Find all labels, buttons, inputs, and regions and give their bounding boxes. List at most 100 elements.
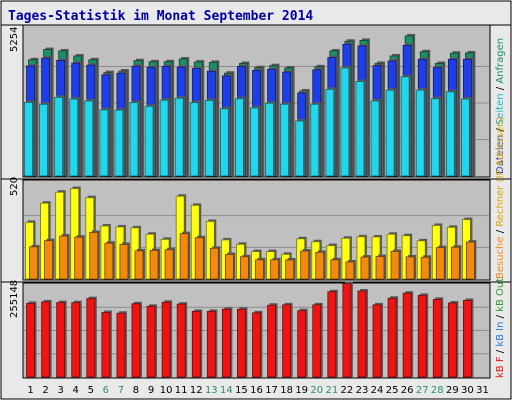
seiten-bar-face [265,102,274,177]
besuche-bar [194,235,206,280]
legend-kb-f: kB F [495,356,506,378]
seiten-bar [204,98,216,177]
besuche-bar-face [104,242,114,280]
day-label: 8 [133,385,139,396]
seiten-bar [174,96,186,177]
kb-bar-face [146,305,156,378]
besuche-bar [345,260,356,280]
day-label: 11 [175,385,188,396]
kb-bar [86,296,97,378]
kb-bar [357,288,368,378]
legend-besuche: Besuche [495,236,506,279]
kb-bar-face [447,302,457,378]
seiten-bar [54,95,65,177]
besuche-bar [330,257,341,280]
seiten-bar-face [280,103,290,177]
besuche-bar-face [149,250,159,280]
seiten-bar [370,98,382,177]
day-label: 4 [73,385,79,396]
day-label: 1 [27,385,33,396]
day-label: 13 [205,385,218,396]
kb-bar [267,303,278,378]
day-label: 19 [295,385,308,396]
seiten-bar-face [24,101,33,177]
seiten-bar-face [189,102,199,177]
seiten-bar [385,88,397,177]
seiten-bar [355,79,366,177]
kb-bar-face [101,312,111,378]
seiten-bar [445,89,457,177]
kb-bar [116,311,127,378]
seiten-bar [24,100,35,177]
hits-files-pages-panel: 5254 Dateien / Seiten / Anfragen [1,24,511,178]
seiten-bar [189,100,201,177]
kb-bar-face [71,302,81,378]
besuche-bar-face [360,256,370,280]
kb-bar [206,309,218,378]
besuche-bar [59,234,70,280]
seiten-bar [84,98,95,177]
seiten-bar-face [204,100,214,177]
kb-bar [432,297,444,378]
seiten-bar [39,102,50,177]
kb-bar [387,296,399,378]
besuche-bar [104,241,115,280]
day-label: 16 [250,385,263,396]
kb-bar [161,300,173,378]
kb-bar [327,289,338,378]
besuche-bar [450,245,462,280]
seiten-bar-face [99,109,109,177]
besuche-bar-face [44,240,53,280]
besuche-bar-face [240,256,249,280]
besuche-bar-face [420,256,430,280]
besuche-bar-face [194,237,204,280]
besuche-bar [119,242,130,280]
kb-bar [41,299,52,378]
day-label: 2 [42,385,48,396]
besuche-bar-face [59,235,69,280]
legend-separator: / [495,312,506,322]
kb-bar [221,307,233,378]
kb-bar-face [417,294,427,378]
seiten-bar-face [445,91,455,177]
besuche-bar-face [390,251,400,280]
besuche-bar [74,235,85,280]
seiten-bar [129,100,140,177]
kb-bar-face [282,304,292,378]
kb-bar-face [297,310,307,378]
kb-bar [252,310,263,378]
legend-separator: / [495,347,506,357]
day-label: 18 [280,385,293,396]
besuche-bar-face [270,259,279,280]
hits-axis-max-label: 5254 [9,27,20,52]
seiten-bar [430,96,442,177]
besuche-bar [360,255,371,280]
seiten-bar-face [69,98,79,177]
seiten-bar-face [370,100,380,177]
day-label: 30 [461,385,474,396]
besuche-bar-face [450,246,460,280]
day-label: 24 [371,385,384,396]
besuche-bar [405,254,417,280]
seiten-bar [280,102,291,177]
seiten-bar-face [340,67,350,177]
kb-bar-face [161,301,171,378]
besuche-bar [300,249,311,280]
seiten-bar-face [250,107,259,177]
kb-bar-face [41,301,50,378]
seiten-bar [325,87,336,177]
besuche-bar-face [300,250,310,280]
day-label: 3 [57,385,63,396]
besuche-bar [420,255,432,280]
kb-bar [101,310,112,378]
besuche-bar-face [119,244,129,280]
besuche-bar [89,230,100,280]
besuche-bar-face [134,250,144,280]
kb-bar-face [372,304,382,378]
day-label: 15 [235,385,248,396]
besuche-bar-face [74,236,84,280]
kb-bar [131,301,142,378]
day-label: 31 [476,385,489,396]
